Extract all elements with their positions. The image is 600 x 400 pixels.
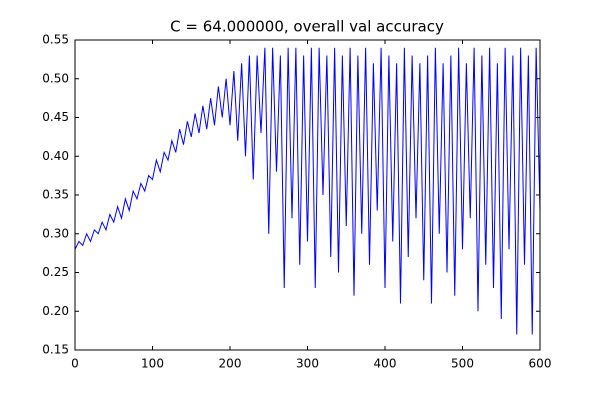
data-line	[74, 47, 541, 335]
x-tick-label: 0	[71, 357, 79, 371]
y-tick-label: 0.50	[42, 71, 69, 85]
x-tick-label: 300	[296, 357, 319, 371]
x-tick-label: 400	[374, 357, 397, 371]
y-tick-label: 0.55	[42, 33, 69, 47]
plot-frame	[74, 39, 541, 351]
x-tick-label: 600	[529, 357, 552, 371]
y-tick-label: 0.35	[42, 188, 69, 202]
chart-title: C = 64.000000, overall val accuracy	[170, 18, 444, 36]
y-tick-label: 0.20	[42, 304, 69, 318]
x-tick-label: 100	[141, 357, 164, 371]
y-tick-label: 0.45	[42, 110, 69, 124]
y-tick-label: 0.25	[42, 265, 69, 279]
y-tick-label: 0.30	[42, 226, 69, 240]
y-tick-label: 0.40	[42, 149, 69, 163]
x-tick-label: 500	[451, 357, 474, 371]
y-tick-label: 0.15	[42, 343, 69, 357]
x-tick-label: 200	[219, 357, 242, 371]
